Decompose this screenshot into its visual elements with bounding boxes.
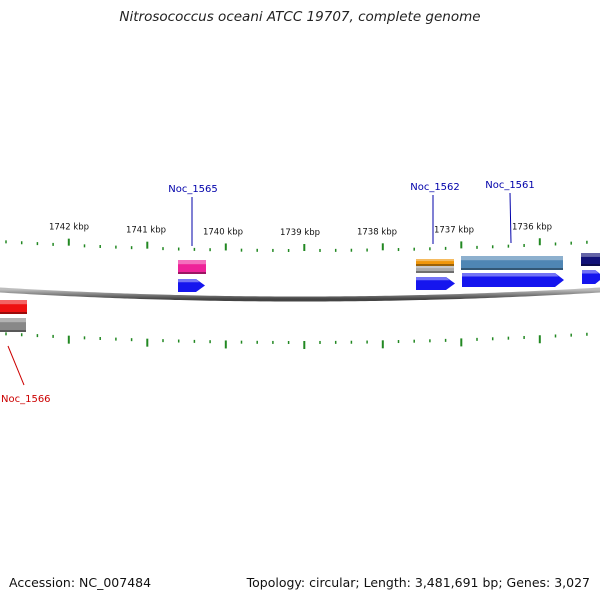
gene-noc-1565-shadow [178, 272, 206, 274]
gene-right-edge-highlight [581, 253, 600, 257]
scale-label: 1742 kbp [49, 223, 89, 233]
gene-noc-1562-partner-shadow [416, 271, 454, 273]
callout-leader [509, 192, 512, 244]
gene-noc-1562-highlight [416, 259, 454, 262]
gene-noc-1561-shadow [461, 268, 563, 270]
gene-noc-1566-partner-shadow [0, 330, 26, 332]
inner-tick-ring [5, 332, 588, 349]
scale-label: 1740 kbp [203, 227, 243, 237]
callout-label-noc-1562: Noc_1562 [410, 182, 460, 193]
gene-noc-1562-partner-highlight [416, 266, 454, 269]
outer-tick-ring [5, 238, 588, 252]
map-title: Nitrosococcus oceani ATCC 19707, complet… [119, 9, 481, 25]
genome-backbone [0, 287, 600, 302]
scale-label: 1738 kbp [357, 227, 397, 237]
callout-leader [7, 345, 25, 386]
gene-callouts: Noc_1566 Noc_1565 Noc_1562 Noc_1561 [1, 180, 535, 405]
gene-right-edge-shadow [581, 264, 600, 266]
gene-noc-1566-partner-highlight [0, 318, 26, 323]
callout-label-noc-1565: Noc_1565 [168, 184, 218, 195]
gene-noc-1562-partner [416, 266, 454, 273]
scale-label: 1737 kbp [434, 226, 474, 236]
gene-noc-1562 [416, 259, 454, 266]
cds-noc-1561-highlight [462, 273, 559, 277]
gene-noc-1561-highlight [461, 256, 563, 261]
cds-noc-1562-highlight [416, 277, 450, 281]
gene-noc-1566-shadow [0, 312, 27, 314]
callout-label-noc-1566: Noc_1566 [1, 394, 51, 405]
scale-label: 1741 kbp [126, 226, 166, 236]
scale-labels: 1742 kbp 1741 kbp 1740 kbp 1739 kbp 1738 kbp… [49, 223, 552, 238]
genome-summary: Topology: circular; Length: 3,481,691 bp… [246, 575, 590, 590]
gene-noc-1566-highlight [0, 300, 27, 305]
callout-label-noc-1561: Noc_1561 [485, 180, 535, 191]
cds-right-edge-highlight [582, 270, 599, 274]
cds-noc-1565-highlight [178, 279, 200, 283]
scale-label: 1739 kbp [280, 228, 320, 238]
gene-noc-1565-highlight [178, 260, 206, 265]
scale-label: 1736 kbp [512, 223, 552, 233]
gene-noc-1562-shadow [416, 264, 454, 266]
feature-track [0, 253, 600, 332]
accession-label: Accession: NC_007484 [9, 575, 152, 590]
